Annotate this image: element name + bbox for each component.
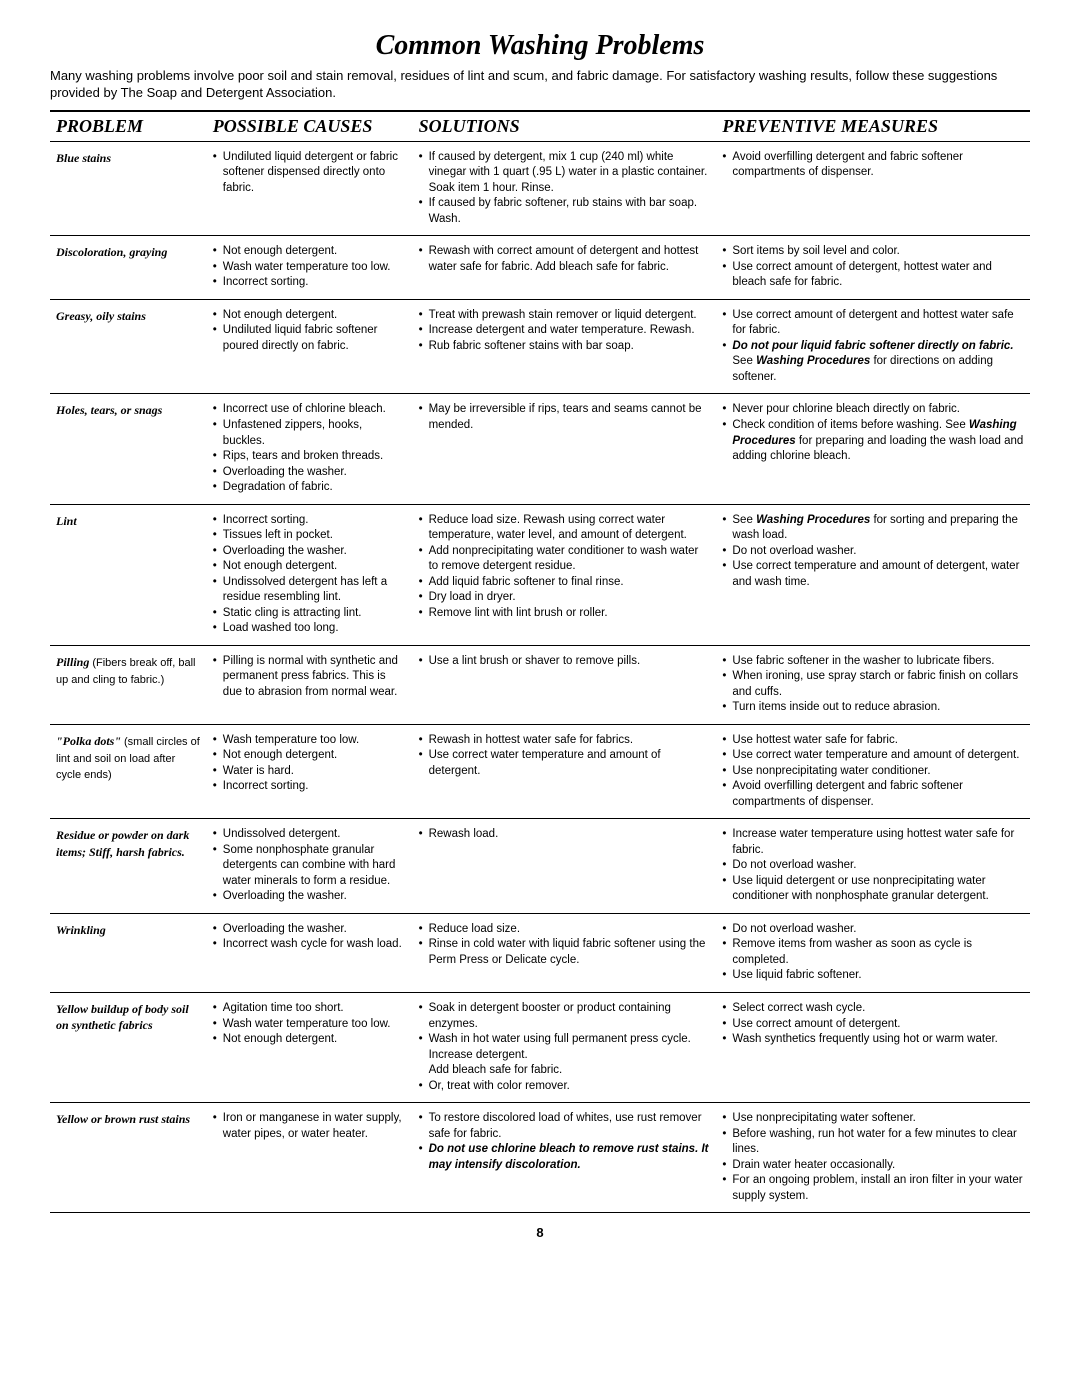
cell-causes: •Undissolved detergent.•Some nonphosphat… <box>207 819 413 914</box>
table-row: Greasy, oily stains •Not enough detergen… <box>50 299 1030 394</box>
table-row: "Polka dots" (small circles of lint and … <box>50 724 1030 819</box>
cell-causes: •Iron or manganese in water supply, wate… <box>207 1103 413 1213</box>
cell-problem: Blue stains <box>50 141 207 236</box>
cell-problem: Residue or powder on dark items; Stiff, … <box>50 819 207 914</box>
cell-problem: Discoloration, graying <box>50 236 207 300</box>
cell-problem: Yellow buildup of body soil on synthetic… <box>50 992 207 1102</box>
cell-solutions: •To restore discolored load of whites, u… <box>413 1103 717 1213</box>
header-problem: PROBLEM <box>50 111 207 142</box>
cell-causes: •Not enough detergent.•Wash water temper… <box>207 236 413 300</box>
cell-causes: •Pilling is normal with synthetic and pe… <box>207 645 413 724</box>
cell-problem: Wrinkling <box>50 913 207 992</box>
cell-solutions: •Rewash in hottest water safe for fabric… <box>413 724 717 819</box>
intro-text: Many washing problems involve poor soil … <box>50 68 1030 102</box>
cell-problem: Greasy, oily stains <box>50 299 207 394</box>
problems-table: PROBLEM POSSIBLE CAUSES SOLUTIONS PREVEN… <box>50 110 1030 1213</box>
cell-problem: "Polka dots" (small circles of lint and … <box>50 724 207 819</box>
cell-solutions: •Rewash load. <box>413 819 717 914</box>
table-row: Pilling (Fibers break off, ball up and c… <box>50 645 1030 724</box>
cell-prevent: •Increase water temperature using hottes… <box>716 819 1030 914</box>
cell-solutions: •Use a lint brush or shaver to remove pi… <box>413 645 717 724</box>
cell-prevent: •Never pour chlorine bleach directly on … <box>716 394 1030 504</box>
cell-prevent: •Use hottest water safe for fabric.•Use … <box>716 724 1030 819</box>
cell-solutions: •Rewash with correct amount of detergent… <box>413 236 717 300</box>
cell-causes: •Agitation time too short.•Wash water te… <box>207 992 413 1102</box>
header-prevent: PREVENTIVE MEASURES <box>716 111 1030 142</box>
cell-prevent: •Sort items by soil level and color.•Use… <box>716 236 1030 300</box>
header-solutions: SOLUTIONS <box>413 111 717 142</box>
cell-prevent: •Avoid overfilling detergent and fabric … <box>716 141 1030 236</box>
table-row: Residue or powder on dark items; Stiff, … <box>50 819 1030 914</box>
cell-prevent: •See Washing Procedures for sorting and … <box>716 504 1030 645</box>
cell-causes: •Wash temperature too low.•Not enough de… <box>207 724 413 819</box>
table-row: Wrinkling •Overloading the washer.•Incor… <box>50 913 1030 992</box>
cell-solutions: •Reduce load size.•Rinse in cold water w… <box>413 913 717 992</box>
cell-solutions: •Reduce load size. Rewash using correct … <box>413 504 717 645</box>
cell-prevent: •Use correct amount of detergent and hot… <box>716 299 1030 394</box>
cell-solutions: •May be irreversible if rips, tears and … <box>413 394 717 504</box>
table-row: Blue stains •Undiluted liquid detergent … <box>50 141 1030 236</box>
table-row: Holes, tears, or snags •Incorrect use of… <box>50 394 1030 504</box>
cell-causes: •Overloading the washer.•Incorrect wash … <box>207 913 413 992</box>
cell-problem: Holes, tears, or snags <box>50 394 207 504</box>
page-number: 8 <box>50 1225 1030 1240</box>
cell-solutions: •Treat with prewash stain remover or liq… <box>413 299 717 394</box>
table-row: Yellow or brown rust stains •Iron or man… <box>50 1103 1030 1213</box>
cell-solutions: •If caused by detergent, mix 1 cup (240 … <box>413 141 717 236</box>
table-row: Discoloration, graying •Not enough deter… <box>50 236 1030 300</box>
table-row: Yellow buildup of body soil on synthetic… <box>50 992 1030 1102</box>
cell-causes: •Not enough detergent.•Undiluted liquid … <box>207 299 413 394</box>
cell-problem: Pilling (Fibers break off, ball up and c… <box>50 645 207 724</box>
cell-prevent: •Select correct wash cycle.•Use correct … <box>716 992 1030 1102</box>
header-causes: POSSIBLE CAUSES <box>207 111 413 142</box>
cell-causes: •Incorrect sorting.•Tissues left in pock… <box>207 504 413 645</box>
cell-problem: Lint <box>50 504 207 645</box>
table-row: Lint •Incorrect sorting.•Tissues left in… <box>50 504 1030 645</box>
cell-solutions: •Soak in detergent booster or product co… <box>413 992 717 1102</box>
page-title: Common Washing Problems <box>50 30 1030 62</box>
cell-causes: •Undiluted liquid detergent or fabric so… <box>207 141 413 236</box>
cell-prevent: •Use nonprecipitating water softener.•Be… <box>716 1103 1030 1213</box>
cell-problem: Yellow or brown rust stains <box>50 1103 207 1213</box>
cell-causes: •Incorrect use of chlorine bleach.•Unfas… <box>207 394 413 504</box>
cell-prevent: •Use fabric softener in the washer to lu… <box>716 645 1030 724</box>
cell-prevent: •Do not overload washer.•Remove items fr… <box>716 913 1030 992</box>
